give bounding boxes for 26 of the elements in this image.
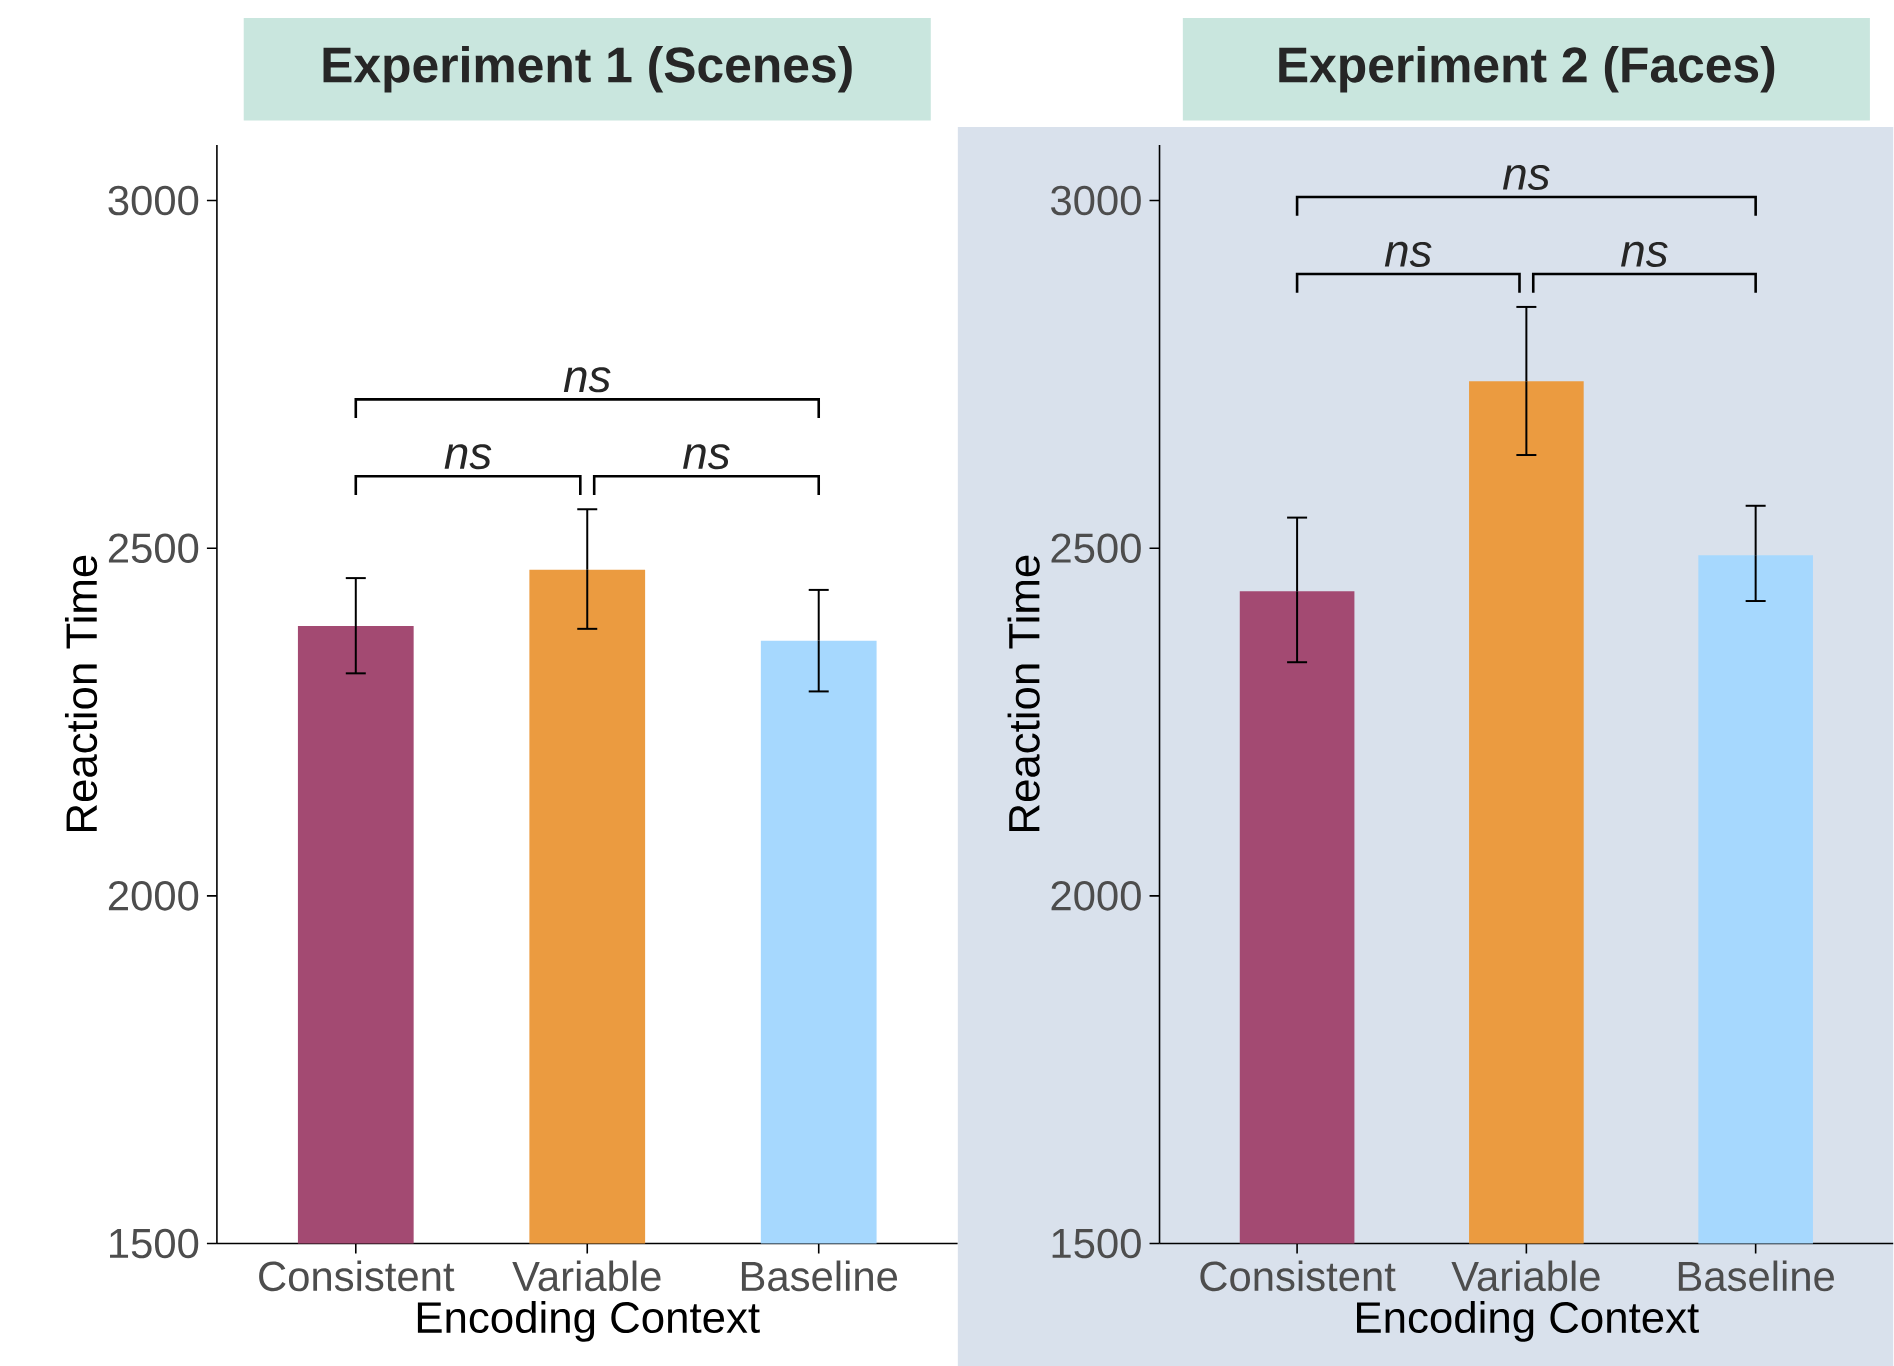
annotation: ns (1384, 241, 1432, 267)
annotation: ns (444, 443, 492, 470)
x-tick-label: Variable (1451, 1260, 1600, 1292)
annotation: ns (1502, 164, 1550, 190)
annotation: ns (563, 367, 611, 393)
y-tick-label: 2500 (1051, 533, 1141, 563)
chart-title: Experiment 2 (Faces) (1279, 45, 1775, 93)
annotation: ns (1621, 241, 1668, 267)
y-axis-title: Reaction Time (1007, 555, 1040, 831)
y-axis-title: Reaction Time (64, 555, 98, 831)
y-tick-label: 2000 (1051, 880, 1141, 911)
x-tick-label: Variable (512, 1260, 661, 1292)
chart-title: Experiment 1 (Scenes) (323, 45, 852, 93)
y-tick-label: 3000 (108, 185, 199, 216)
x-tick-label: Consistent (259, 1260, 455, 1292)
x-tick-label: Baseline (1678, 1260, 1834, 1292)
x-axis-title: Encoding Context (417, 1300, 760, 1342)
x-tick-label: Consistent (1200, 1260, 1396, 1292)
x-tick-label: Baseline (741, 1260, 898, 1292)
y-tick-label: 1500 (1052, 1228, 1141, 1259)
annotation: ns (683, 443, 730, 470)
y-tick-label: 1500 (110, 1228, 199, 1259)
y-tick-label: 3000 (1051, 185, 1141, 216)
y-tick-label: 2500 (108, 533, 199, 563)
y-tick-label: 2000 (108, 880, 199, 911)
x-axis-title: Encoding Context (1357, 1300, 1699, 1342)
